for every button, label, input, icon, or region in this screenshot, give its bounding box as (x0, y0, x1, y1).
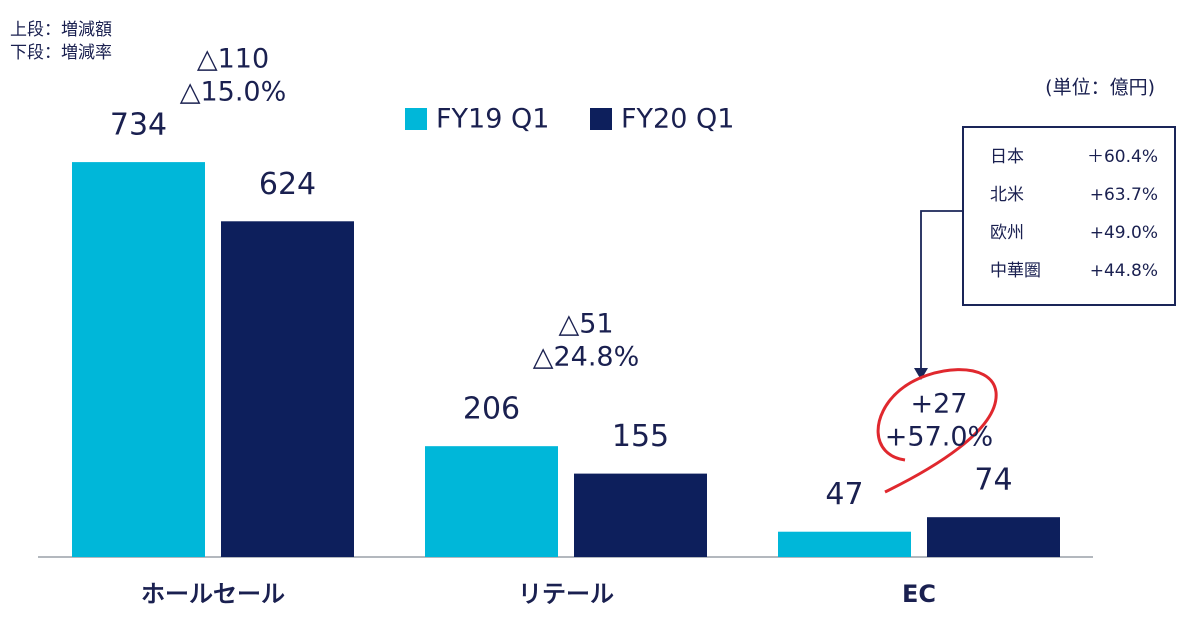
bar (221, 221, 354, 557)
bar (778, 531, 911, 557)
change-amount: △110 (197, 44, 269, 75)
note: 下段：増減率 (10, 43, 112, 63)
note: 上段：増減額 (10, 20, 112, 40)
inset-region: 欧州 (990, 223, 1024, 243)
value-label: 624 (259, 167, 316, 202)
value-label: 734 (110, 108, 167, 143)
legend-swatch (405, 108, 427, 130)
change-rate: △15.0% (180, 77, 287, 108)
legend-swatch (590, 108, 612, 130)
inset-rate: +44.8% (1090, 261, 1158, 281)
legend-label: FY20 Q1 (621, 104, 734, 135)
category-label: EC (902, 580, 936, 608)
inset-rate: +63.7% (1090, 185, 1158, 205)
arrow (920, 210, 963, 370)
category-label: リテール (518, 580, 614, 608)
inset-rate: ＋60.4% (1087, 147, 1158, 167)
change-amount: △51 (558, 309, 613, 340)
bar (574, 473, 707, 557)
inset-box (962, 126, 1176, 306)
value-label: 155 (612, 419, 669, 454)
inset-region: 中華圏 (990, 261, 1041, 281)
inset-region: 日本 (990, 147, 1024, 167)
highlight-circle (876, 368, 998, 494)
category-label: ホールセール (141, 580, 285, 608)
legend-label: FY19 Q1 (436, 104, 549, 135)
arrow-head (914, 368, 928, 380)
change-amount: +27 (911, 389, 968, 420)
inset-region: 北米 (990, 185, 1024, 205)
value-label: 206 (463, 392, 520, 427)
value-label: 47 (825, 477, 863, 512)
bar (927, 517, 1060, 557)
value-label: 74 (974, 463, 1012, 498)
bar (425, 446, 558, 557)
unit-label: (単位：億円) (1045, 77, 1155, 99)
inset-rate: +49.0% (1090, 223, 1158, 243)
change-rate: △24.8% (533, 342, 640, 373)
change-rate: +57.0% (885, 422, 993, 453)
bar (72, 162, 205, 557)
